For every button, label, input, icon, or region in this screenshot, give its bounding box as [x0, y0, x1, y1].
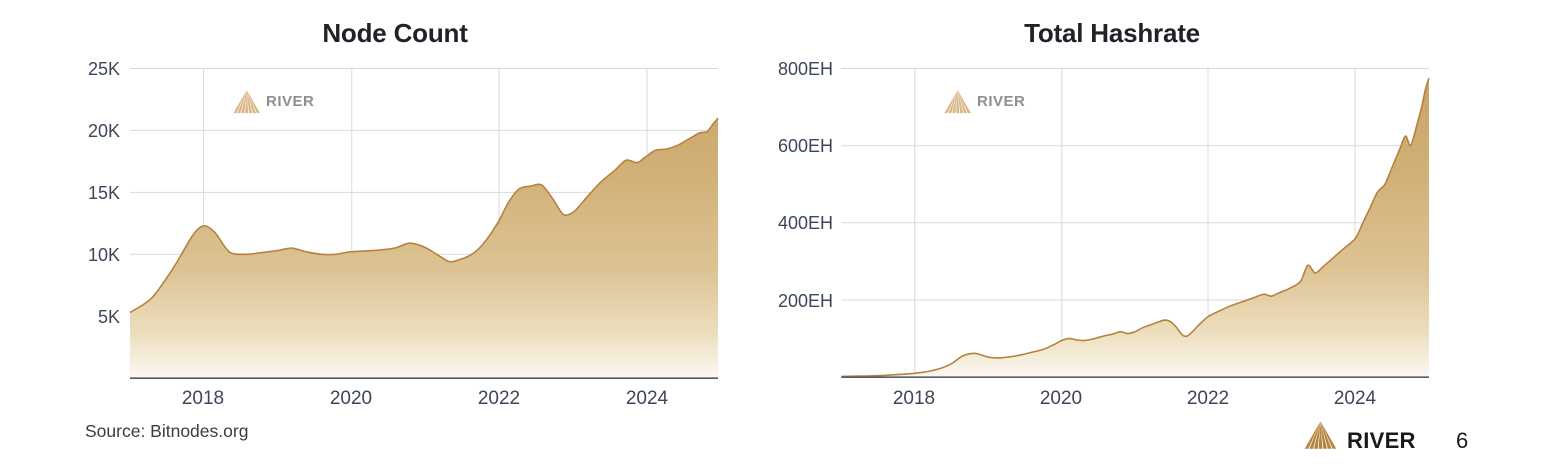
svg-text:RIVER: RIVER — [977, 93, 1025, 110]
svg-text:6: 6 — [1456, 428, 1468, 453]
svg-text:RIVER: RIVER — [266, 93, 314, 110]
svg-text:RIVER: RIVER — [1347, 428, 1416, 453]
